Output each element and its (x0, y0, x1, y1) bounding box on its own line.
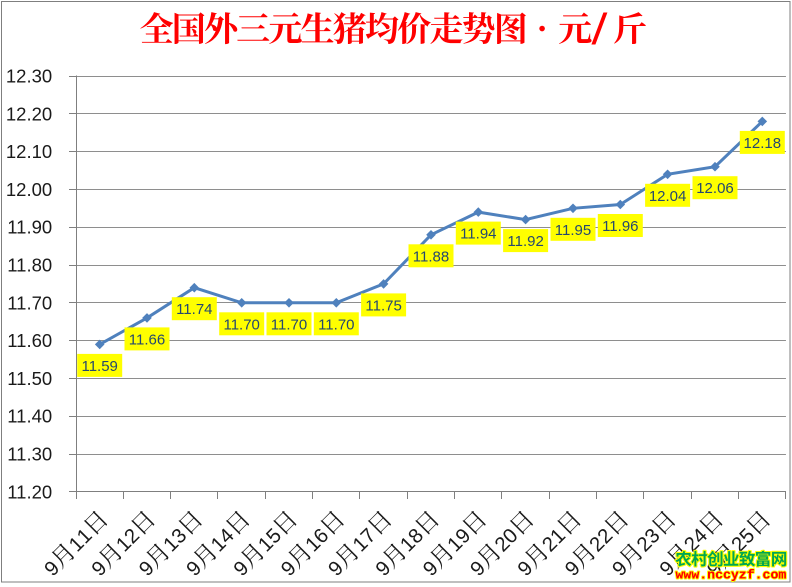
svg-text:12.04: 12.04 (649, 188, 687, 205)
svg-text:www.nccyzf.com: www.nccyzf.com (676, 568, 787, 583)
svg-text:www.nccyzf.com: www.nccyzf.com (676, 568, 787, 583)
svg-text:11.40: 11.40 (7, 406, 52, 427)
svg-text:11.66: 11.66 (129, 331, 165, 348)
svg-text:11.30: 11.30 (7, 444, 52, 465)
svg-text:11.70: 11.70 (318, 316, 354, 333)
svg-text:11.20: 11.20 (7, 481, 52, 502)
svg-text:11.95: 11.95 (555, 222, 591, 239)
svg-text:11.80: 11.80 (7, 255, 52, 276)
svg-text:11.94: 11.94 (460, 226, 496, 243)
svg-text:11.50: 11.50 (7, 368, 52, 389)
svg-text:11.70: 11.70 (7, 292, 52, 313)
svg-text:11.70: 11.70 (223, 316, 259, 333)
svg-text:11.92: 11.92 (507, 233, 543, 250)
svg-text:12.06: 12.06 (696, 180, 734, 197)
svg-text:11.88: 11.88 (413, 248, 449, 265)
svg-text:11.90: 11.90 (7, 217, 52, 238)
svg-text:11.96: 11.96 (602, 218, 638, 235)
svg-text:11.75: 11.75 (365, 297, 401, 314)
svg-text:11.59: 11.59 (81, 358, 117, 375)
svg-text:12.20: 12.20 (6, 103, 52, 124)
svg-text:12.18: 12.18 (744, 135, 782, 152)
svg-text:11.60: 11.60 (7, 330, 52, 351)
svg-text:12.30: 12.30 (6, 66, 52, 87)
svg-text:11.74: 11.74 (176, 301, 212, 318)
svg-text:11.70: 11.70 (271, 316, 307, 333)
svg-text:12.00: 12.00 (6, 179, 52, 200)
svg-text:12.10: 12.10 (6, 141, 52, 162)
